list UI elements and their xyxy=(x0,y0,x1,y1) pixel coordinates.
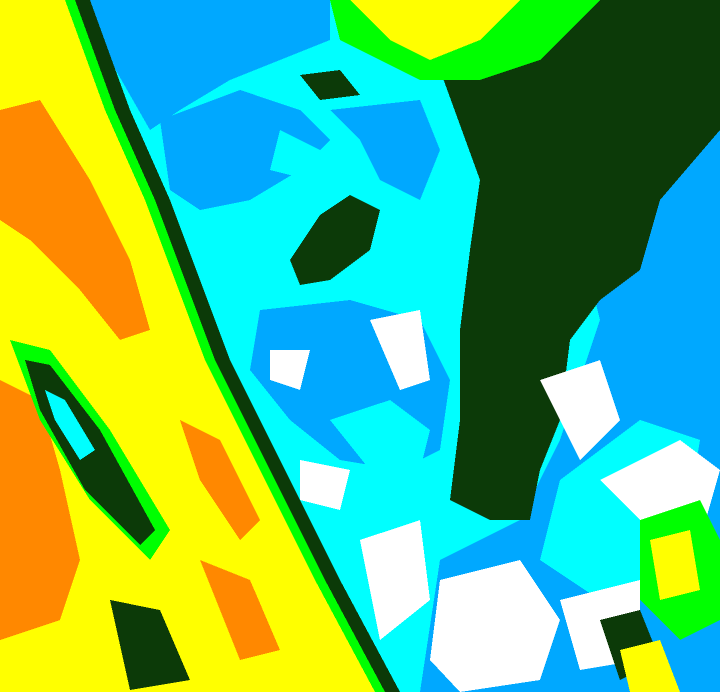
bottom-right-mixed-region xyxy=(600,500,720,692)
dark-green-regions xyxy=(290,0,720,520)
top-yellow-green-region xyxy=(330,0,600,80)
left-land-region xyxy=(0,0,400,692)
